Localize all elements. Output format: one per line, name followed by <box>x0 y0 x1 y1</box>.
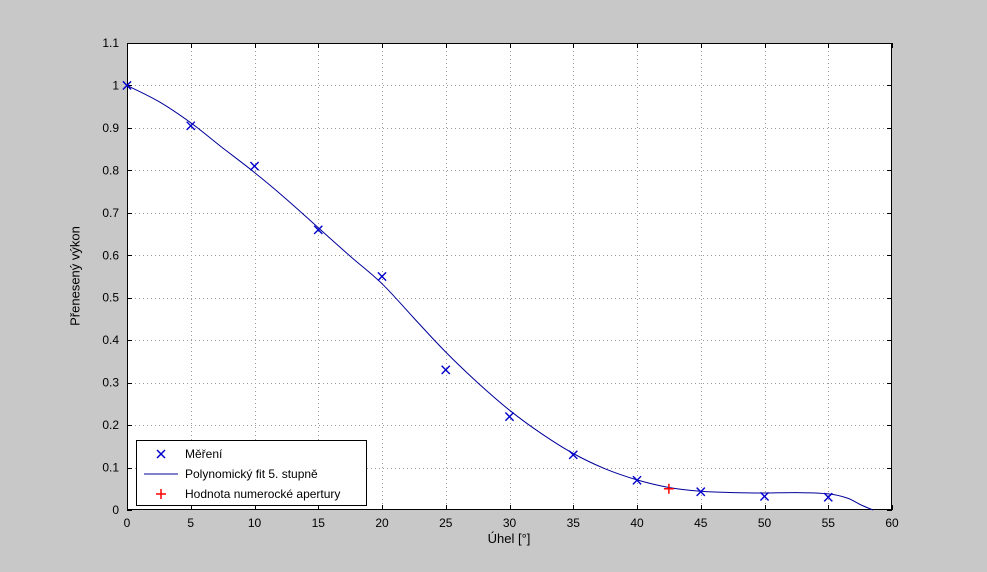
legend-item-numerical-aperture: Hodnota numerocké apertury <box>137 484 366 504</box>
plus-marker-icon <box>137 487 185 501</box>
svg-text:0.8: 0.8 <box>102 163 119 177</box>
y-axis-label: Přenesený výkon <box>67 226 83 326</box>
x-marker-icon <box>137 447 185 461</box>
svg-text:60: 60 <box>885 516 899 530</box>
svg-text:20: 20 <box>375 516 389 530</box>
svg-text:5: 5 <box>187 516 194 530</box>
legend: Měření Polynomický fit 5. stupně Hodnota… <box>136 440 367 506</box>
svg-text:1.1: 1.1 <box>102 36 119 50</box>
x-axis-label: Úhel [°] <box>487 531 531 546</box>
svg-text:40: 40 <box>630 516 644 530</box>
svg-text:45: 45 <box>694 516 708 530</box>
svg-text:0.5: 0.5 <box>102 291 119 305</box>
line-marker-icon <box>137 467 185 481</box>
svg-text:0: 0 <box>124 516 131 530</box>
svg-text:0.2: 0.2 <box>102 418 119 432</box>
legend-label-fit: Polynomický fit 5. stupně <box>185 467 318 481</box>
svg-text:1: 1 <box>112 78 119 92</box>
legend-label-numerical-aperture: Hodnota numerocké apertury <box>185 487 341 501</box>
axes-box <box>127 43 892 510</box>
svg-text:0.7: 0.7 <box>102 206 119 220</box>
plot-background <box>127 43 892 510</box>
legend-label-measurement: Měření <box>185 447 223 461</box>
svg-text:0.1: 0.1 <box>102 461 119 475</box>
fit-line <box>126 85 874 511</box>
measurement-markers <box>122 80 833 502</box>
y-tick-labels: 0 0.1 0.2 0.3 0.4 0.5 0.6 0.7 0.8 0.9 1 1.1 <box>102 36 119 517</box>
legend-item-fit: Polynomický fit 5. stupně <box>137 464 366 484</box>
svg-text:15: 15 <box>312 516 326 530</box>
x-tick-labels: 0 5 10 15 20 25 30 35 40 45 50 55 60 <box>124 516 899 530</box>
svg-text:30: 30 <box>503 516 517 530</box>
svg-text:0.9: 0.9 <box>102 121 119 135</box>
numerical-aperture-marker <box>663 483 674 494</box>
svg-text:25: 25 <box>439 516 453 530</box>
svg-text:55: 55 <box>822 516 836 530</box>
svg-text:0: 0 <box>112 503 119 517</box>
svg-text:10: 10 <box>248 516 262 530</box>
legend-item-measurement: Měření <box>137 444 366 464</box>
svg-text:0.4: 0.4 <box>102 333 119 347</box>
svg-text:0.3: 0.3 <box>102 376 119 390</box>
svg-text:35: 35 <box>567 516 581 530</box>
svg-text:50: 50 <box>758 516 772 530</box>
svg-text:0.6: 0.6 <box>102 248 119 262</box>
